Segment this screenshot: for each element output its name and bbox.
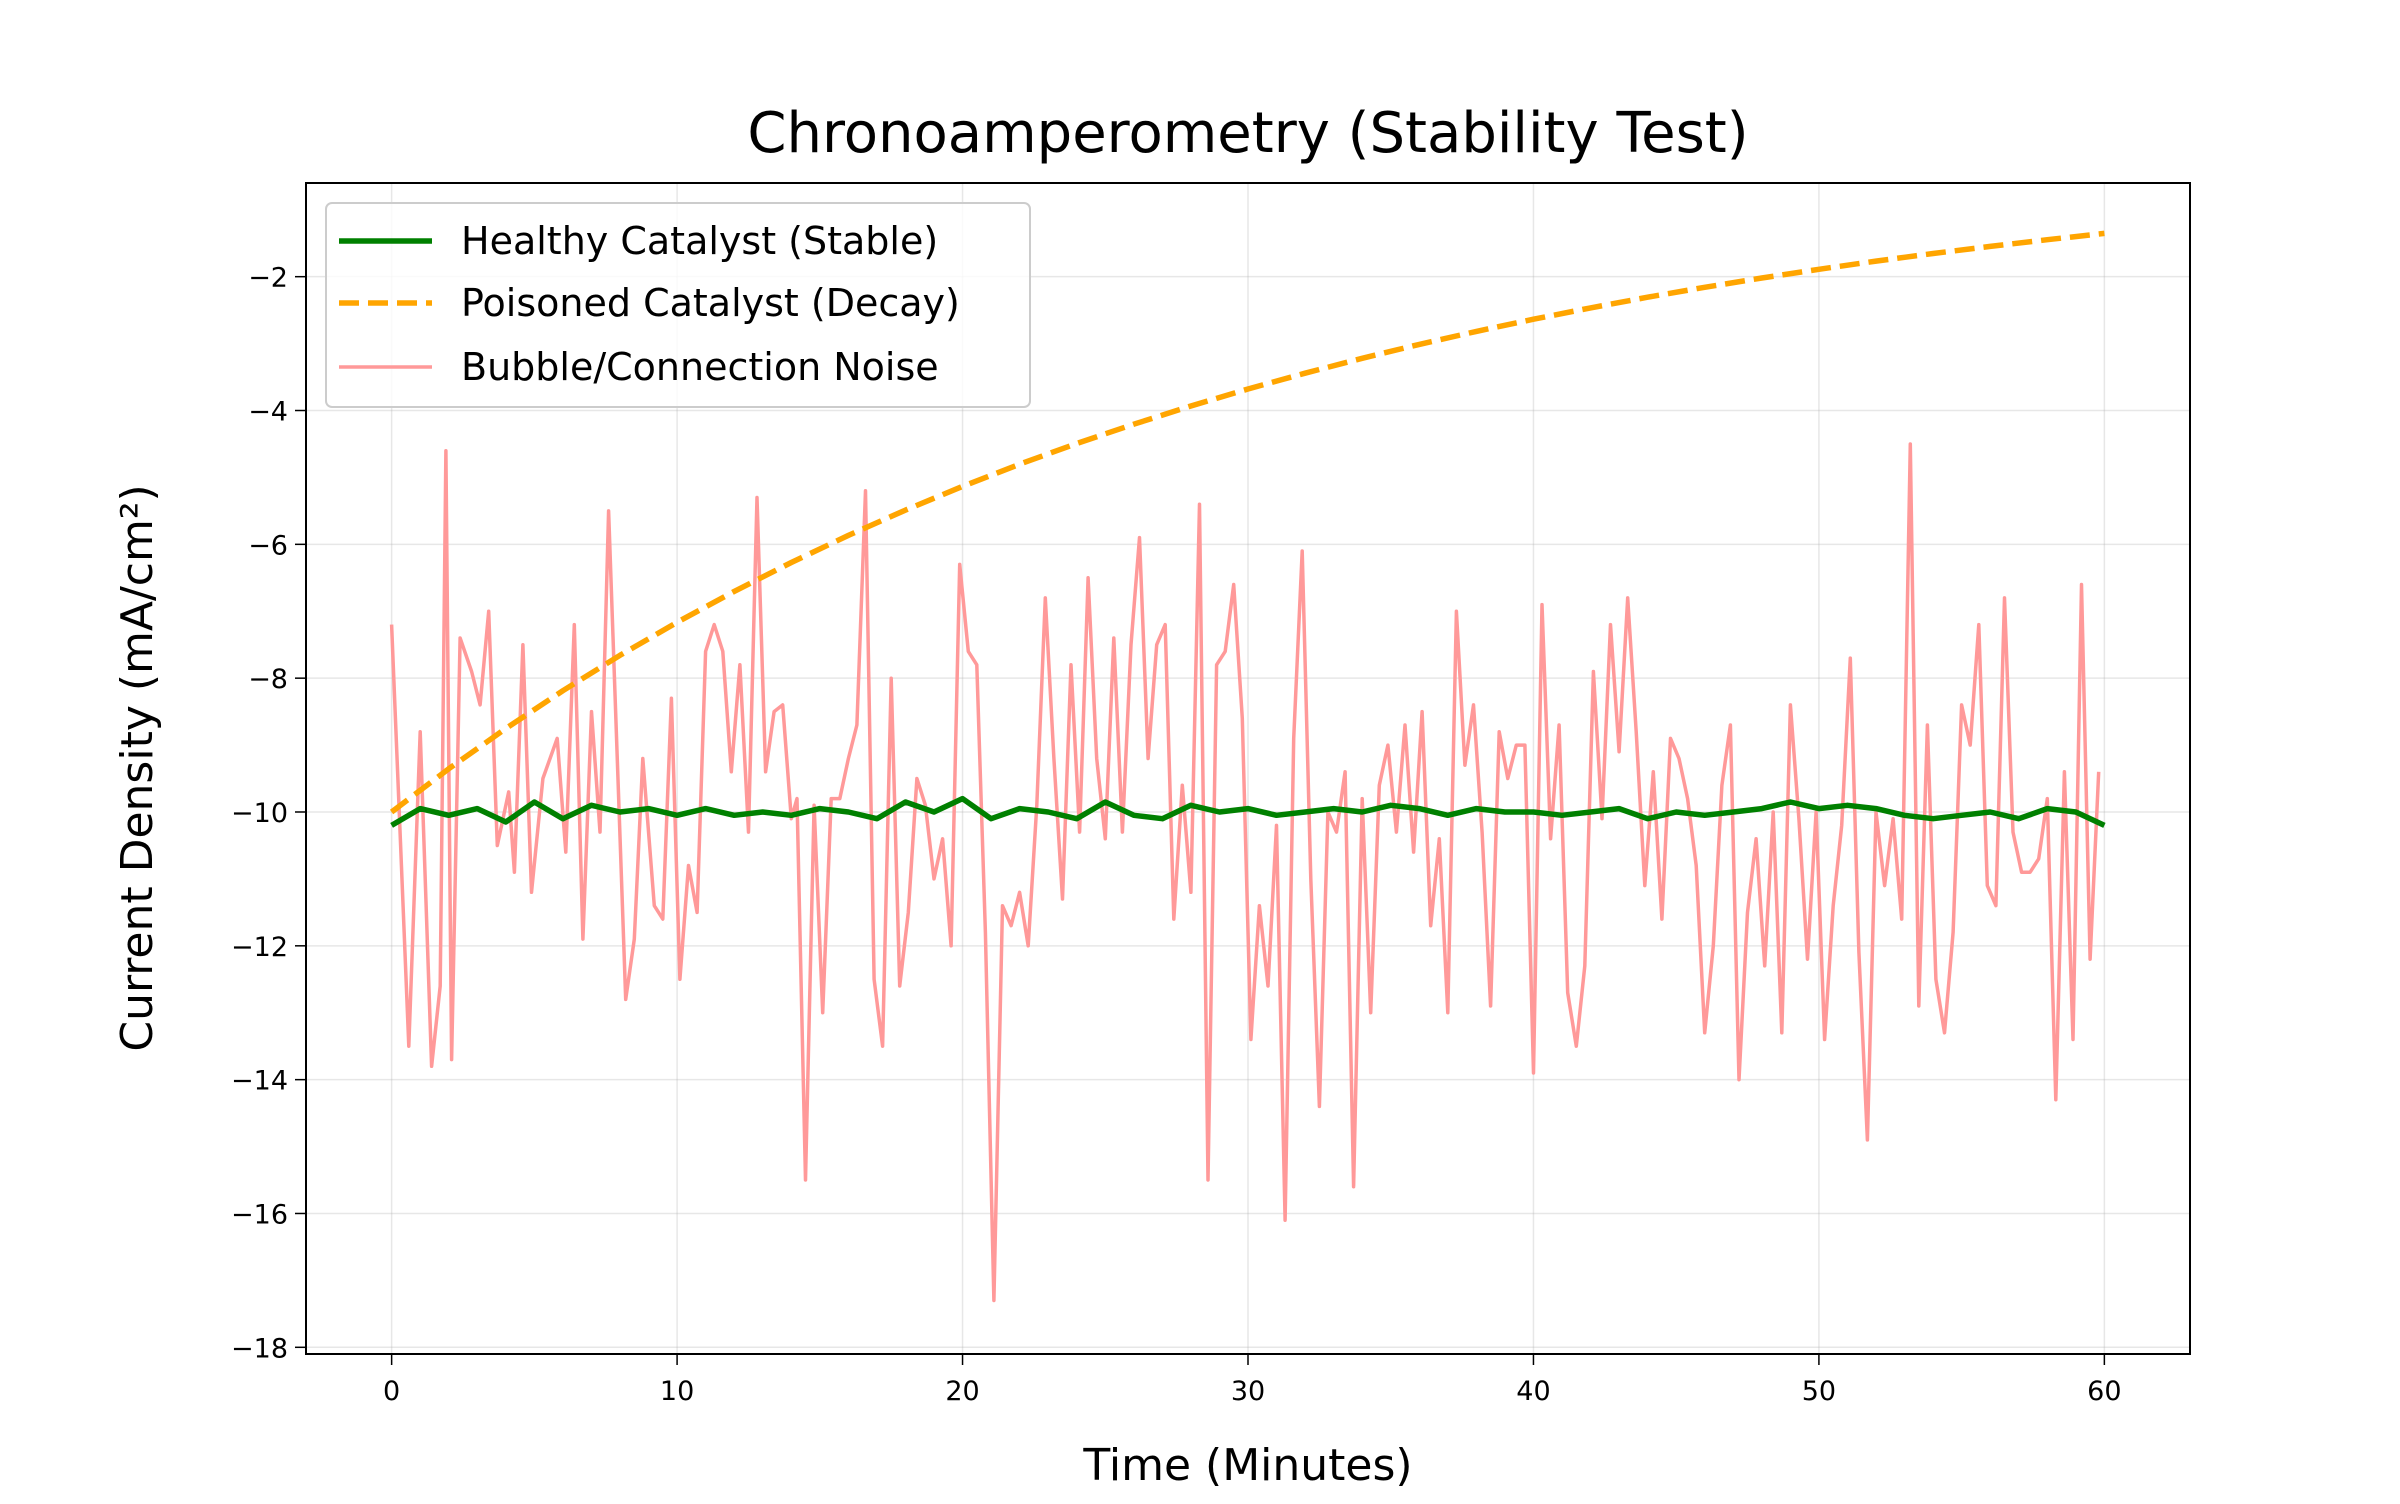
y-tick-label: −16 bbox=[231, 1199, 288, 1230]
legend: Healthy Catalyst (Stable) Poisoned Cataly… bbox=[325, 202, 1031, 408]
x-tick-label: 0 bbox=[383, 1376, 400, 1407]
y-tick-label: −18 bbox=[231, 1333, 288, 1364]
y-tick-label: −14 bbox=[231, 1066, 288, 1097]
series-line-1 bbox=[389, 230, 2105, 815]
x-tick-label: 30 bbox=[1231, 1376, 1265, 1407]
ticks: 0 10 20 30 40 50 60 −18 −16 −14 −12 −10 −8 −6 −4 −2 bbox=[231, 263, 2122, 1407]
series-group bbox=[389, 230, 2106, 1303]
y-tick-label: −10 bbox=[231, 798, 288, 829]
legend-label-1: Poisoned Catalyst (Decay) bbox=[461, 281, 960, 325]
y-tick-label: −2 bbox=[248, 263, 288, 294]
y-tick-label: −6 bbox=[248, 530, 288, 561]
legend-label-0: Healthy Catalyst (Stable) bbox=[461, 219, 938, 263]
legend-box bbox=[325, 202, 1031, 408]
x-tick-label: 20 bbox=[945, 1376, 979, 1407]
y-axis-label: Current Density (mA/cm²) bbox=[112, 484, 163, 1051]
x-tick-label: 40 bbox=[1516, 1376, 1550, 1407]
x-axis-label: Time (Minutes) bbox=[1082, 1440, 1412, 1491]
chart-title: Chronoamperometry (Stability Test) bbox=[747, 101, 1748, 166]
x-tick-label: 50 bbox=[1802, 1376, 1836, 1407]
x-tick-label: 60 bbox=[2087, 1376, 2121, 1407]
series-line-0 bbox=[390, 795, 2106, 828]
x-tick-label: 10 bbox=[660, 1376, 694, 1407]
series-line-2 bbox=[389, 442, 2101, 1303]
legend-label-2: Bubble/Connection Noise bbox=[461, 345, 939, 389]
y-tick-label: −4 bbox=[248, 397, 288, 428]
y-tick-label: −8 bbox=[248, 664, 288, 695]
y-tick-label: −12 bbox=[231, 932, 288, 963]
